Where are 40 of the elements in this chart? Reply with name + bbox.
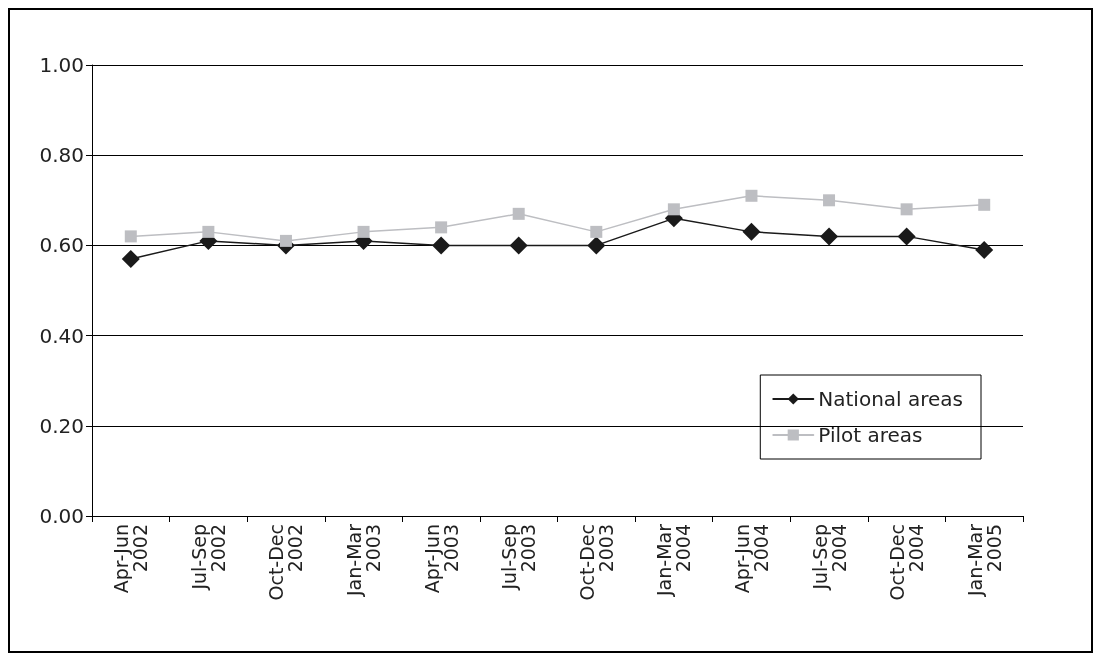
point — [435, 221, 448, 234]
point — [820, 227, 839, 246]
legend-label: Pilot areas — [818, 423, 923, 447]
x-tick-label: Oct-Dec 2002 — [265, 524, 307, 601]
point — [357, 225, 370, 238]
x-tick-label: Jan-Mar 2005 — [963, 523, 1005, 597]
x-tick-label: Apr-Jun 2002 — [110, 524, 152, 594]
point — [587, 236, 606, 255]
point — [124, 230, 137, 243]
x-tick-label: Oct-Dec 2004 — [886, 524, 928, 601]
y-tick-label: 0.00 — [39, 504, 84, 528]
point — [202, 225, 215, 238]
y-tick-label: 0.20 — [39, 413, 84, 438]
x-tick-label: Jul-Sep 2003 — [498, 524, 540, 591]
y-tick-label: 0.40 — [39, 323, 84, 348]
point — [745, 189, 758, 202]
point — [975, 240, 994, 259]
x-tick-label: Jan-Mar 2004 — [653, 523, 695, 597]
point — [432, 236, 451, 255]
x-tick-label: Apr-Jun 2004 — [730, 524, 772, 594]
point — [897, 227, 916, 246]
point — [590, 225, 603, 238]
point — [978, 198, 991, 211]
x-tick-label: Jul-Sep 2002 — [187, 524, 229, 591]
x-tick-label: Oct-Dec 2003 — [575, 524, 617, 601]
x-tick-label: Jan-Mar 2003 — [343, 523, 385, 597]
x-tick-label: Apr-Jun 2003 — [420, 524, 462, 594]
point — [667, 203, 680, 216]
x-tick-label: Jul-Sep 2004 — [808, 524, 850, 591]
point — [742, 222, 761, 241]
point — [509, 236, 528, 255]
y-tick-label: 1.00 — [39, 53, 84, 77]
y-tick-label: 0.80 — [39, 143, 84, 168]
point — [512, 207, 525, 220]
legend-label: National areas — [818, 387, 963, 411]
point — [823, 194, 836, 207]
y-tick-label: 0.60 — [39, 233, 84, 258]
point — [900, 203, 913, 216]
point — [279, 234, 292, 247]
point — [121, 249, 140, 268]
